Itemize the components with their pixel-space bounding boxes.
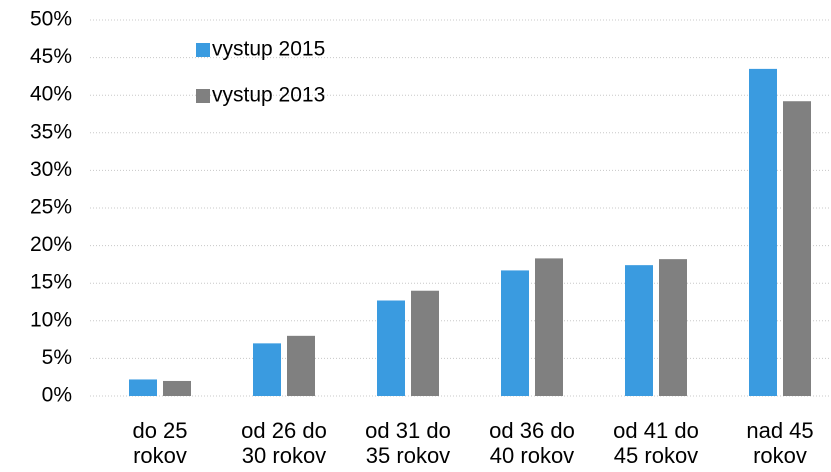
bar (749, 68, 777, 396)
y-tick-label: 40% (30, 83, 72, 106)
bar (253, 343, 281, 396)
legend-swatch (196, 43, 210, 57)
y-tick-label: 10% (30, 308, 72, 331)
y-tick-label: 30% (30, 158, 72, 181)
x-tick-label: od 36 do 40 rokov (489, 418, 575, 468)
bar (659, 259, 687, 396)
bar (129, 379, 157, 396)
bar (501, 270, 529, 396)
legend-swatch (196, 89, 210, 103)
bar (625, 265, 653, 396)
bar (535, 258, 563, 396)
y-tick-label: 0% (42, 384, 72, 407)
bar (163, 380, 191, 396)
y-tick-label: 35% (30, 120, 72, 143)
x-tick-label: nad 45 rokov (746, 418, 814, 468)
y-tick-label: 45% (30, 45, 72, 68)
legend-label: vystup 2015 (212, 38, 325, 61)
bar (411, 290, 439, 396)
y-tick-label: 20% (30, 233, 72, 256)
y-tick-label: 25% (30, 196, 72, 219)
y-tick-label: 50% (30, 8, 72, 31)
bar (287, 335, 315, 396)
legend-label: vystup 2013 (212, 84, 325, 107)
x-tick-label: od 31 do 35 rokov (365, 418, 451, 468)
bar (377, 300, 405, 396)
y-tick-label: 5% (42, 346, 72, 369)
x-tick-label: do 25 rokov (132, 418, 188, 468)
y-tick-label: 15% (30, 271, 72, 294)
x-tick-label: od 41 do 45 rokov (613, 418, 699, 468)
x-tick-label: od 26 do 30 rokov (241, 418, 327, 468)
bar (783, 101, 811, 396)
